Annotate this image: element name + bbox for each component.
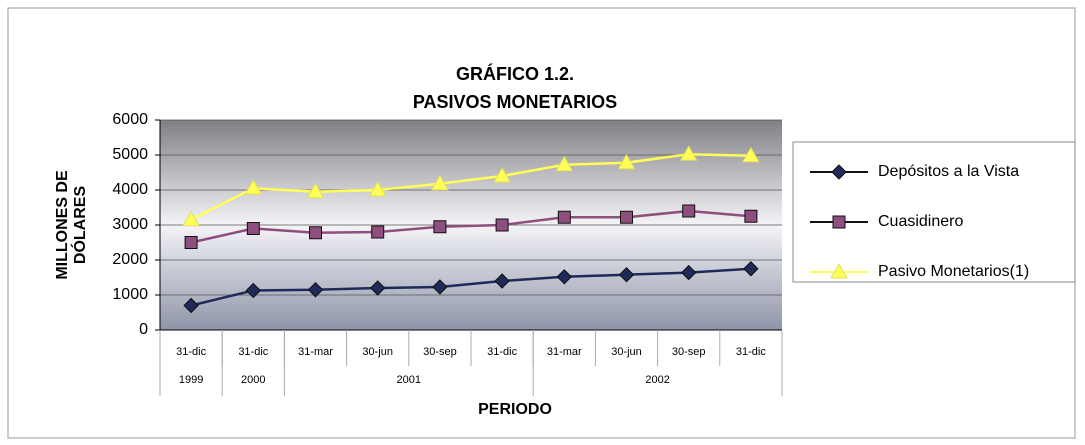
data-point (433, 220, 447, 234)
data-point (184, 236, 198, 249)
data-point (369, 280, 386, 296)
data-point (309, 226, 322, 240)
y-tick-label: 3000 (112, 216, 148, 233)
data-point (617, 153, 636, 170)
chart-subtitle: PASIVOS MONETARIOS (413, 92, 617, 112)
data-point (682, 204, 696, 218)
year-label: 1999 (179, 374, 203, 386)
year-label: 2000 (241, 374, 265, 386)
legend-marker (830, 262, 848, 279)
data-point (556, 269, 573, 285)
data-point (743, 261, 759, 277)
data-point (680, 264, 697, 281)
data-point (620, 210, 633, 224)
x-tick-label: 31-dic (176, 346, 206, 358)
data-point (431, 174, 449, 191)
data-point (182, 210, 200, 227)
data-point (432, 279, 448, 295)
legend-marker (831, 164, 847, 180)
data-point (557, 210, 571, 224)
y-tick-label: 5000 (112, 146, 148, 163)
data-point (618, 266, 635, 283)
year-label: 2002 (645, 374, 669, 386)
legend-label: Cuasidinero (878, 213, 963, 230)
y-tick-label: 4000 (112, 181, 148, 198)
y-tick-label: 6000 (112, 111, 148, 128)
data-point (371, 225, 385, 239)
x-tick-label: 31-dic (736, 346, 766, 358)
data-point (555, 155, 574, 172)
x-tick-label: 31-mar (547, 346, 582, 358)
x-tick-label: 31-dic (238, 346, 268, 358)
series-line (190, 153, 751, 221)
y-axis-label: MILLONES DEDÓLARES (54, 170, 89, 280)
x-tick-label: 30-sep (423, 346, 457, 358)
data-point (679, 145, 698, 161)
legend-marker (832, 215, 846, 229)
data-point (245, 282, 262, 299)
year-label: 2001 (397, 374, 421, 386)
x-tick-label: 30-jun (611, 346, 642, 358)
series-line (190, 209, 752, 244)
x-axis-label: PERIODO (478, 401, 552, 418)
y-tick-label: 1000 (112, 286, 148, 303)
legend-label: Depósitos a la Vista (878, 163, 1019, 180)
x-tick-label: 30-jun (362, 346, 393, 358)
data-point (244, 179, 263, 195)
data-point (183, 297, 199, 314)
data-point (742, 146, 760, 163)
data-point (307, 282, 324, 298)
y-tick-label: 0 (139, 321, 148, 338)
data-point (246, 222, 260, 235)
data-point (368, 180, 387, 197)
chart-title: GRÁFICO 1.2. (456, 63, 574, 84)
x-tick-label: 31-dic (487, 346, 517, 358)
x-tick-label: 31-mar (298, 346, 333, 358)
data-point (495, 218, 509, 232)
data-point (493, 166, 511, 183)
data-point (744, 209, 758, 223)
series-line (190, 267, 751, 307)
data-point (494, 273, 510, 289)
y-tick-label: 2000 (112, 251, 148, 268)
legend-label: Pasivo Monetarios(1) (878, 263, 1029, 280)
x-tick-label: 30-sep (672, 346, 706, 358)
data-point (306, 182, 325, 199)
